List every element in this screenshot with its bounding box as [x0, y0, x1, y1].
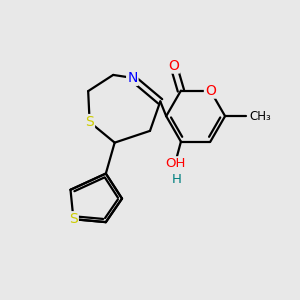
- Text: H: H: [172, 172, 182, 185]
- Text: S: S: [85, 115, 94, 129]
- Text: N: N: [127, 71, 137, 85]
- Text: O: O: [168, 58, 179, 73]
- Text: OH: OH: [165, 157, 185, 170]
- Text: S: S: [69, 212, 78, 226]
- Text: O: O: [205, 84, 216, 98]
- Text: CH₃: CH₃: [250, 110, 272, 123]
